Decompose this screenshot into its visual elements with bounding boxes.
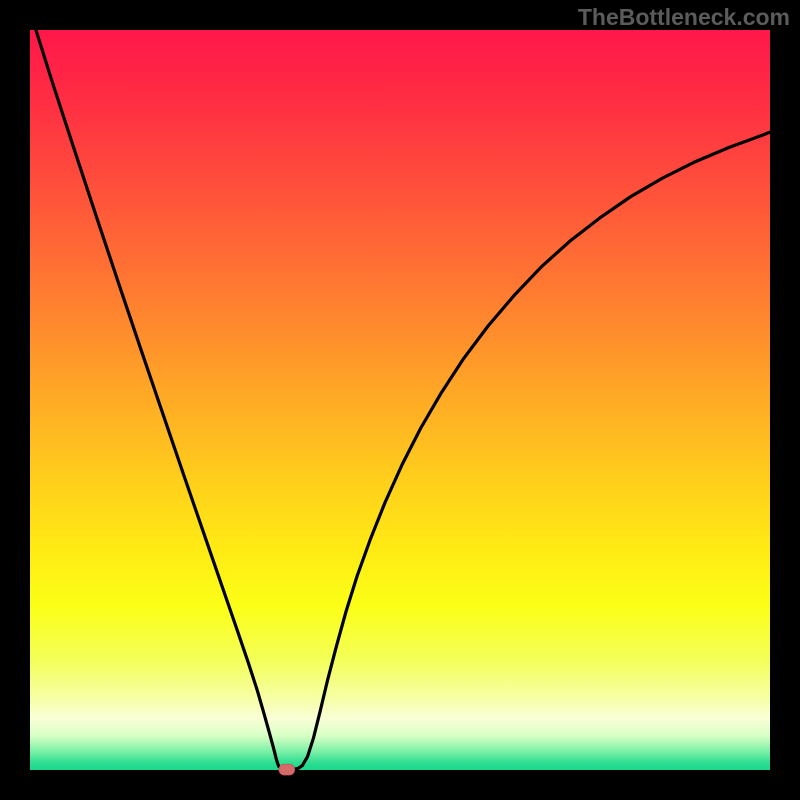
plot-background bbox=[30, 30, 770, 770]
chart-svg bbox=[0, 0, 800, 800]
minimum-marker bbox=[279, 764, 295, 775]
watermark-text: TheBottleneck.com bbox=[578, 4, 790, 31]
chart-container: TheBottleneck.com bbox=[0, 0, 800, 800]
